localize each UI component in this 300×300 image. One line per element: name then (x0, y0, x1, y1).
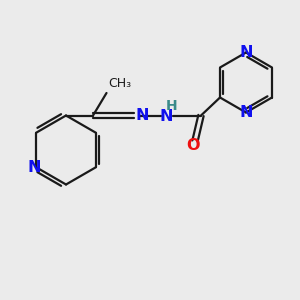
Text: N: N (239, 105, 253, 120)
Text: N: N (28, 160, 41, 175)
Text: N: N (136, 108, 149, 123)
Text: CH₃: CH₃ (108, 77, 131, 90)
Text: H: H (166, 99, 178, 113)
Text: N: N (239, 45, 253, 60)
Text: N: N (160, 109, 173, 124)
Text: O: O (187, 138, 200, 153)
